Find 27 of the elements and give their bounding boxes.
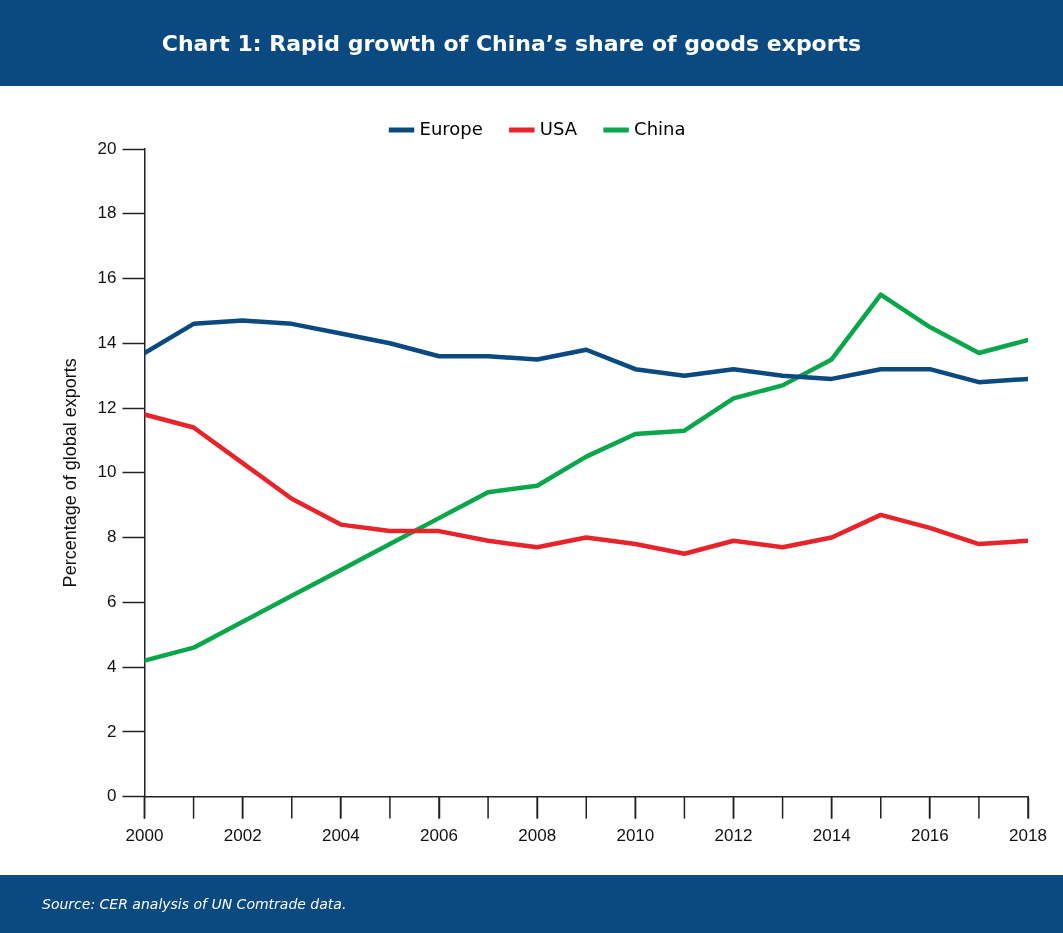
x-tick-label: 2006 [420, 826, 458, 846]
legend-label: China [634, 117, 686, 139]
y-axis-title: Percentage of global exports [59, 358, 80, 588]
x-tick-label: 2008 [518, 826, 557, 846]
x-tick-label: 2016 [910, 826, 949, 846]
y-tick-label: 2 [107, 721, 117, 741]
y-tick-label: 10 [97, 462, 117, 482]
x-tick-label: 2018 [1009, 826, 1047, 846]
x-tick-label: 2010 [616, 826, 655, 846]
y-tick-label: 4 [107, 656, 117, 676]
y-tick-label: 6 [107, 592, 117, 612]
legend-label: USA [539, 117, 578, 139]
y-tick-label: 20 [97, 138, 117, 158]
x-tick-label: 2000 [125, 826, 164, 846]
y-tick-label: 0 [107, 786, 117, 806]
y-tick-label: 18 [97, 203, 117, 223]
x-tick-label: 2004 [321, 826, 360, 846]
y-tick-label: 16 [97, 268, 117, 288]
x-tick-label: 2014 [812, 826, 851, 846]
source-note: Source: CER analysis of UN Comtrade data. [0, 875, 1063, 933]
chart-title: Chart 1: Rapid growth of China’s share of goods exports [0, 0, 1063, 86]
x-tick-label: 2012 [714, 826, 753, 846]
y-tick-label: 12 [97, 397, 117, 417]
legend-label: Europe [419, 117, 483, 139]
y-tick-label: 14 [97, 332, 117, 352]
x-tick-label: 2002 [223, 826, 262, 846]
y-tick-label: 8 [107, 527, 117, 547]
